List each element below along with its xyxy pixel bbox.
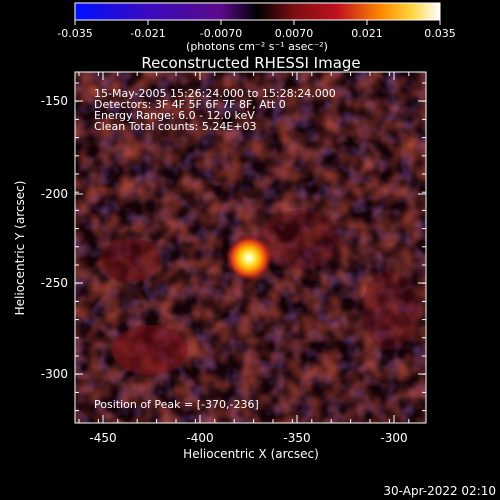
emission-blob [100,238,160,282]
image-content [75,72,426,423]
colorbar-tick-label: -0.035 [57,27,92,40]
colorbar: -0.035 -0.021 -0.0070 0.0070 0.021 0.035 (pho… [57,2,456,53]
info-line: Detectors: 3F 4F 5F 6F 7F 8F, Att 0 [94,98,286,111]
colorbar-tick-label: -0.0070 [200,27,242,40]
x-tick-label: -400 [186,431,213,445]
colorbar-units-label: (photons cm⁻² s⁻¹ asec⁻²) [186,40,328,53]
x-tick-labels: -450 -400 -350 -300 [89,431,407,445]
peak-source [225,234,273,282]
y-tick-label: -300 [41,367,68,381]
y-axis-label: Heliocentric Y (arcsec) [13,181,27,316]
plot-title: Reconstructed RHESSI Image [141,54,360,72]
image-panel [74,71,427,424]
axis-ticks [75,72,426,423]
y-tick-label: -200 [41,187,68,201]
x-tick-label: -450 [89,431,116,445]
x-axis-label: Heliocentric X (arcsec) [183,447,319,461]
colorbar-tick-label: 0.021 [351,27,383,40]
y-tick-label: -250 [41,276,68,290]
colorbar-gradient [74,2,441,21]
plot-frame [74,71,427,424]
x-tick-label: -300 [380,431,407,445]
info-line: Energy Range: 6.0 - 12.0 keV [94,109,255,122]
observation-info: 15-May-2005 15:26:24.000 to 15:28:24.000… [94,87,336,133]
emission-blob [362,270,418,350]
colorbar-tick-label: 0.0070 [275,27,314,40]
x-tick-label: -350 [283,431,310,445]
footer-timestamp: 30-Apr-2022 02:10 [383,484,496,498]
colorbar-tick-label: -0.021 [130,27,165,40]
info-line: 15-May-2005 15:26:24.000 to 15:28:24.000 [94,87,336,100]
y-tick-label: -150 [41,94,68,108]
y-tick-labels: -150 -200 -250 -300 [41,94,68,381]
colorbar-tick-label: 0.035 [424,27,456,40]
peak-position-label: Position of Peak = [-370,-236] [94,398,259,411]
info-line: Clean Total counts: 5.24E+03 [94,120,257,133]
emission-blob [112,325,188,375]
emission-blob [260,210,340,270]
colorbar-ticks: -0.035 -0.021 -0.0070 0.0070 0.021 0.035 [57,20,456,40]
